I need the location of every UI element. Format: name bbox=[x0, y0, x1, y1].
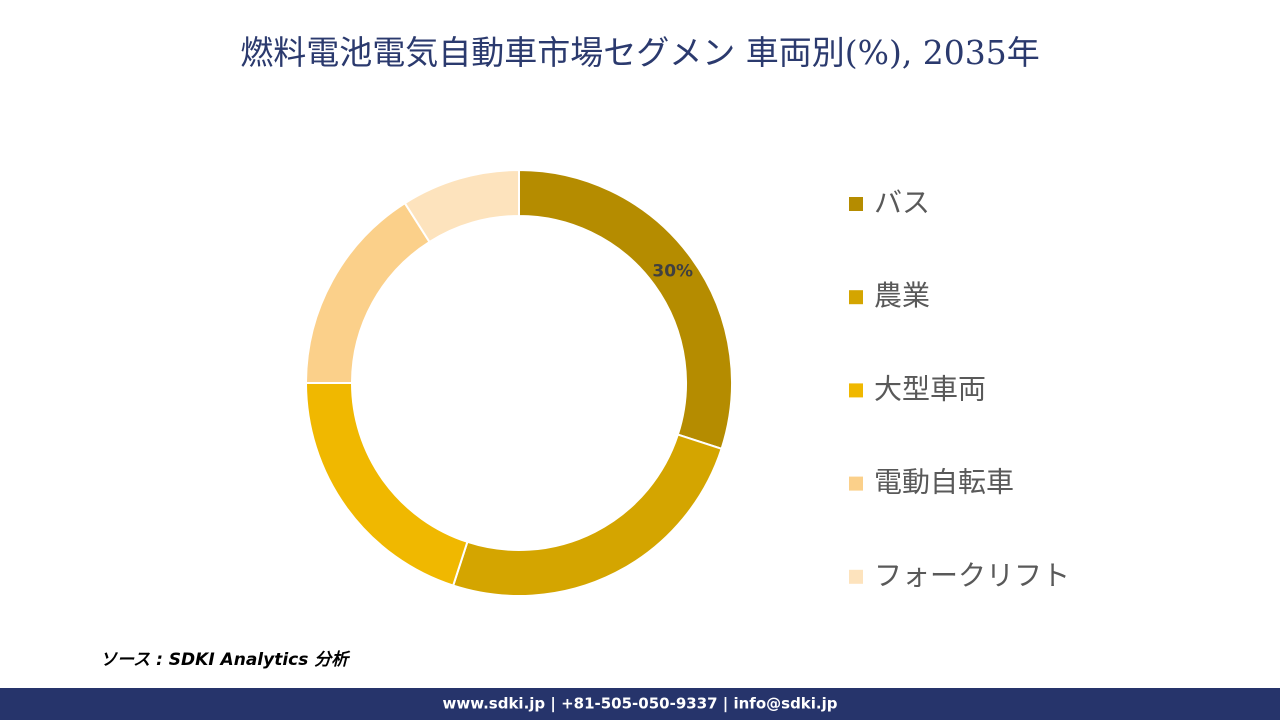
legend-label: 電動自転車 bbox=[874, 466, 1014, 499]
footer-contact: www.sdki.jp | +81-505-050-9337 | info@sd… bbox=[442, 695, 837, 714]
legend-swatch bbox=[849, 569, 863, 584]
legend-label: バス bbox=[874, 186, 930, 219]
footer-bar bbox=[0, 688, 1280, 720]
donut-segment bbox=[518, 168, 733, 451]
data-label: 30% bbox=[652, 261, 693, 281]
donut-segment bbox=[403, 168, 520, 244]
legend-swatch bbox=[849, 290, 863, 305]
chart-title: 燃料電池電気自動車市場セグメン 車両別(%), 2035年 bbox=[240, 33, 1040, 72]
legend-swatch bbox=[849, 197, 863, 211]
donut: 30% bbox=[304, 168, 733, 597]
legend-label: 農業 bbox=[874, 279, 930, 312]
legend-label: 大型車両 bbox=[874, 372, 986, 405]
legend-label: フォークリフト bbox=[874, 559, 1070, 592]
donut-segment bbox=[304, 201, 431, 384]
donut-segment bbox=[304, 382, 469, 587]
legend-swatch bbox=[849, 476, 863, 491]
legend-swatch bbox=[849, 383, 863, 398]
donut-segment bbox=[451, 433, 723, 597]
source-note: ソース : SDKI Analytics 分析 bbox=[100, 650, 351, 670]
